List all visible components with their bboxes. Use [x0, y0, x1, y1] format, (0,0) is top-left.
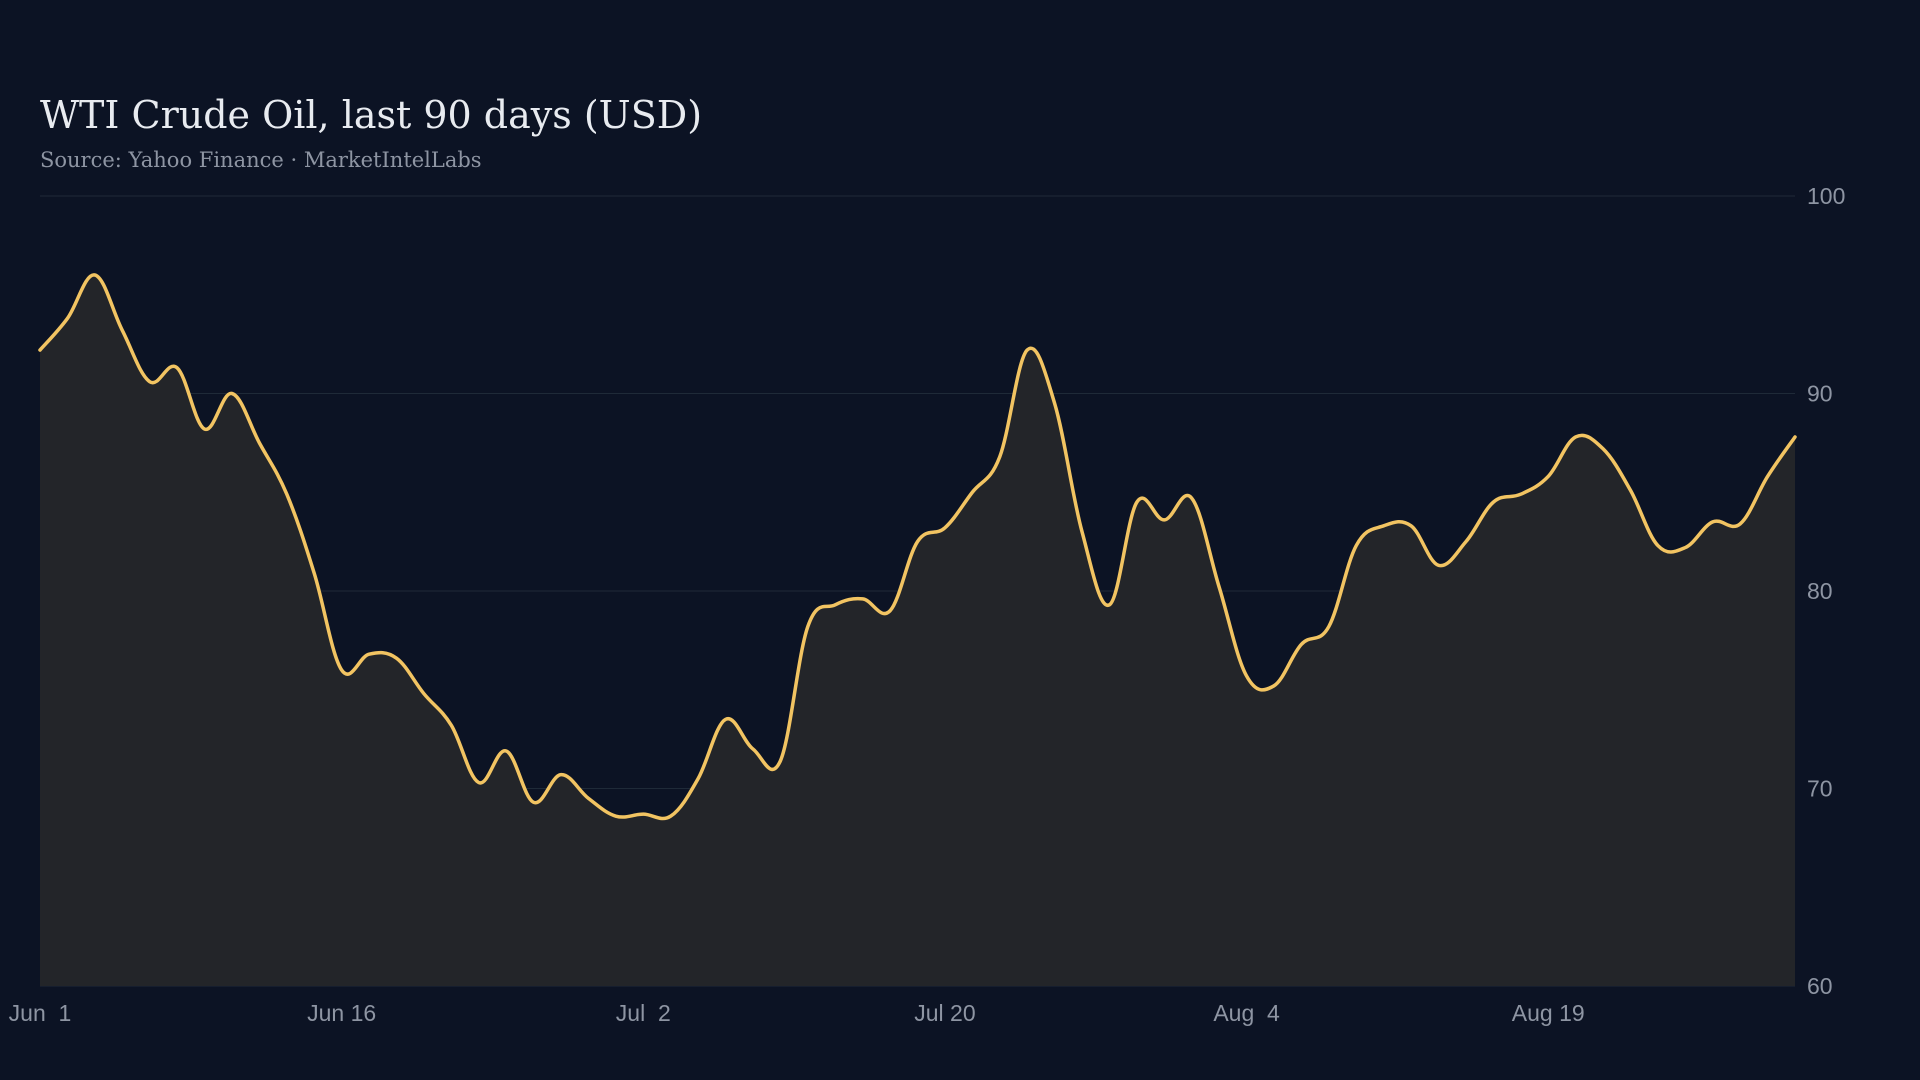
area-layer: [40, 274, 1795, 986]
y-tick-label: 70: [1807, 776, 1833, 802]
line-layer: [38, 273, 1797, 821]
price-series-line: [38, 273, 1797, 821]
x-tick-label: Jul 20: [914, 1000, 975, 1026]
y-tick-label: 100: [1807, 183, 1845, 209]
x-tick-label: Jun 16: [307, 1000, 376, 1026]
y-tick-label: 60: [1807, 973, 1833, 999]
price-area-fill: [40, 274, 1795, 986]
x-tick-label: Aug 4: [1213, 1000, 1280, 1026]
x-tick-label: Aug 19: [1512, 1000, 1585, 1026]
y-tick-label: 90: [1807, 381, 1833, 407]
x-tick-label: Jul 2: [616, 1000, 671, 1026]
chart-title: WTI Crude Oil, last 90 days (USD): [40, 93, 702, 137]
chart-subtitle: Source: Yahoo Finance · MarketIntelLabs: [40, 148, 482, 172]
x-tick-label: Jun 1: [9, 1000, 72, 1026]
x-axis: Jun 1 Jun 16 Jul 2 Jul 20 Aug 4 Aug 19: [9, 1000, 1585, 1026]
y-axis: 60 70 80 90 100: [1807, 183, 1845, 999]
y-tick-label: 80: [1807, 578, 1833, 604]
